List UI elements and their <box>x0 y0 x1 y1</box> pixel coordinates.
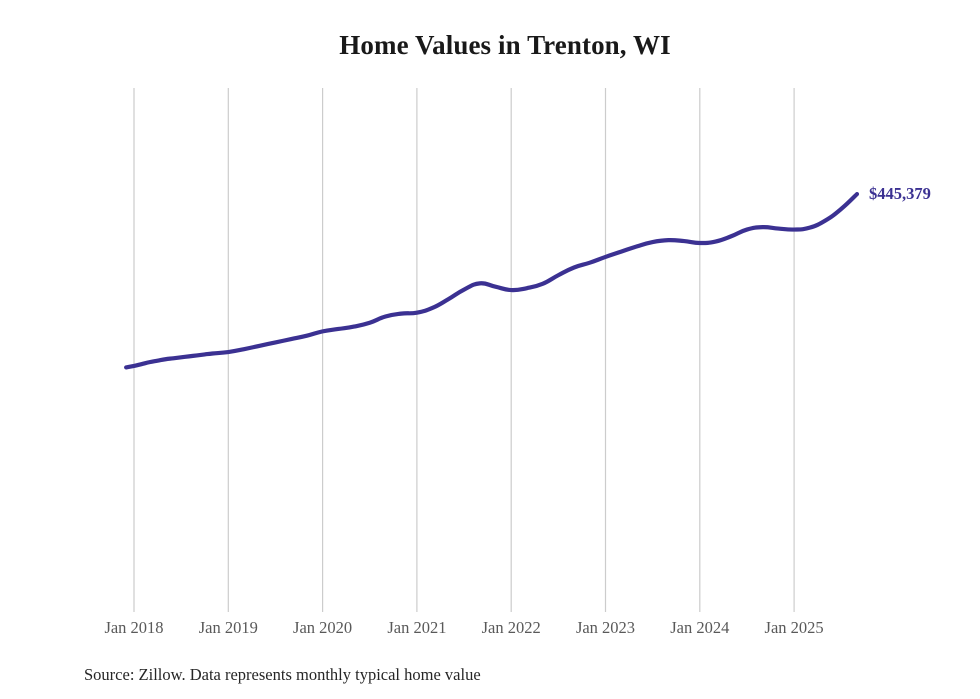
source-note: Source: Zillow. Data represents monthly … <box>84 665 481 684</box>
data-series-group <box>124 192 860 370</box>
x-tick-label: Jan 2018 <box>104 618 164 637</box>
x-tick-label: Jan 2024 <box>670 618 730 637</box>
x-tick-label: Jan 2022 <box>481 618 541 637</box>
x-tick-label: Jan 2023 <box>575 618 636 637</box>
x-tick-label: Jan 2025 <box>764 618 824 637</box>
chart-title: Home Values in Trenton, WI <box>339 30 671 60</box>
x-tick-label: Jan 2020 <box>293 618 353 637</box>
end-value-annotation: $445,379 <box>868 184 931 204</box>
x-tick-label: Jan 2021 <box>387 618 447 637</box>
x-tick-label: Jan 2019 <box>198 618 258 637</box>
data-line <box>124 192 860 370</box>
